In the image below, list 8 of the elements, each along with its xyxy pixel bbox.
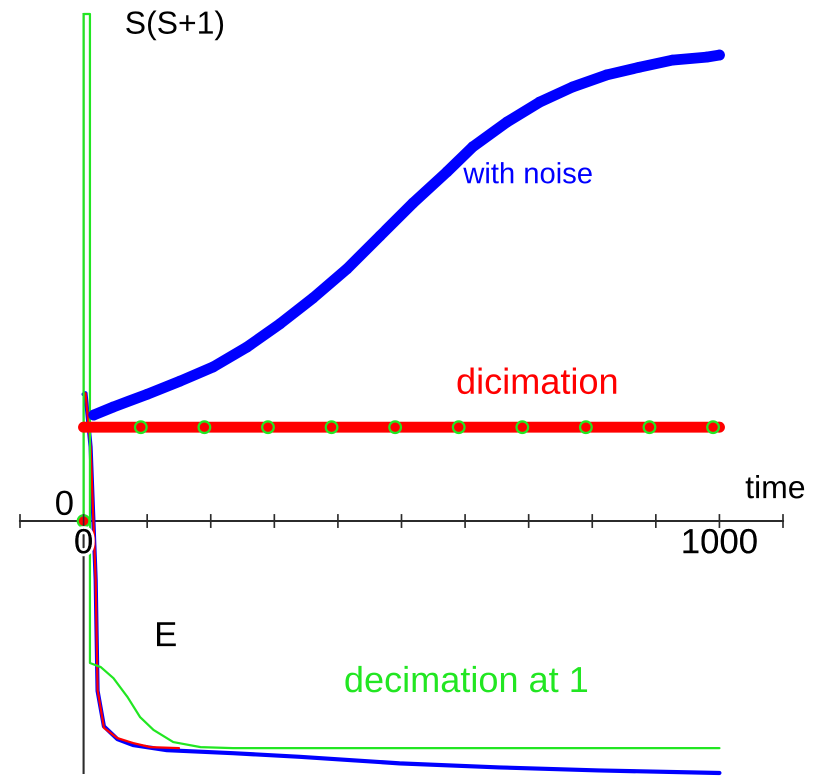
annotation: E (157, 622, 176, 646)
annotation: 0 (56, 490, 73, 516)
series-label: with noise (463, 162, 592, 184)
series-label: dicimation (458, 368, 616, 394)
x-tick-label: 1000 (683, 528, 757, 554)
x-axis-title: time (746, 475, 804, 498)
y-axis-title: S(S+1) (126, 10, 224, 40)
series-label: decimation at 1 (345, 666, 588, 692)
